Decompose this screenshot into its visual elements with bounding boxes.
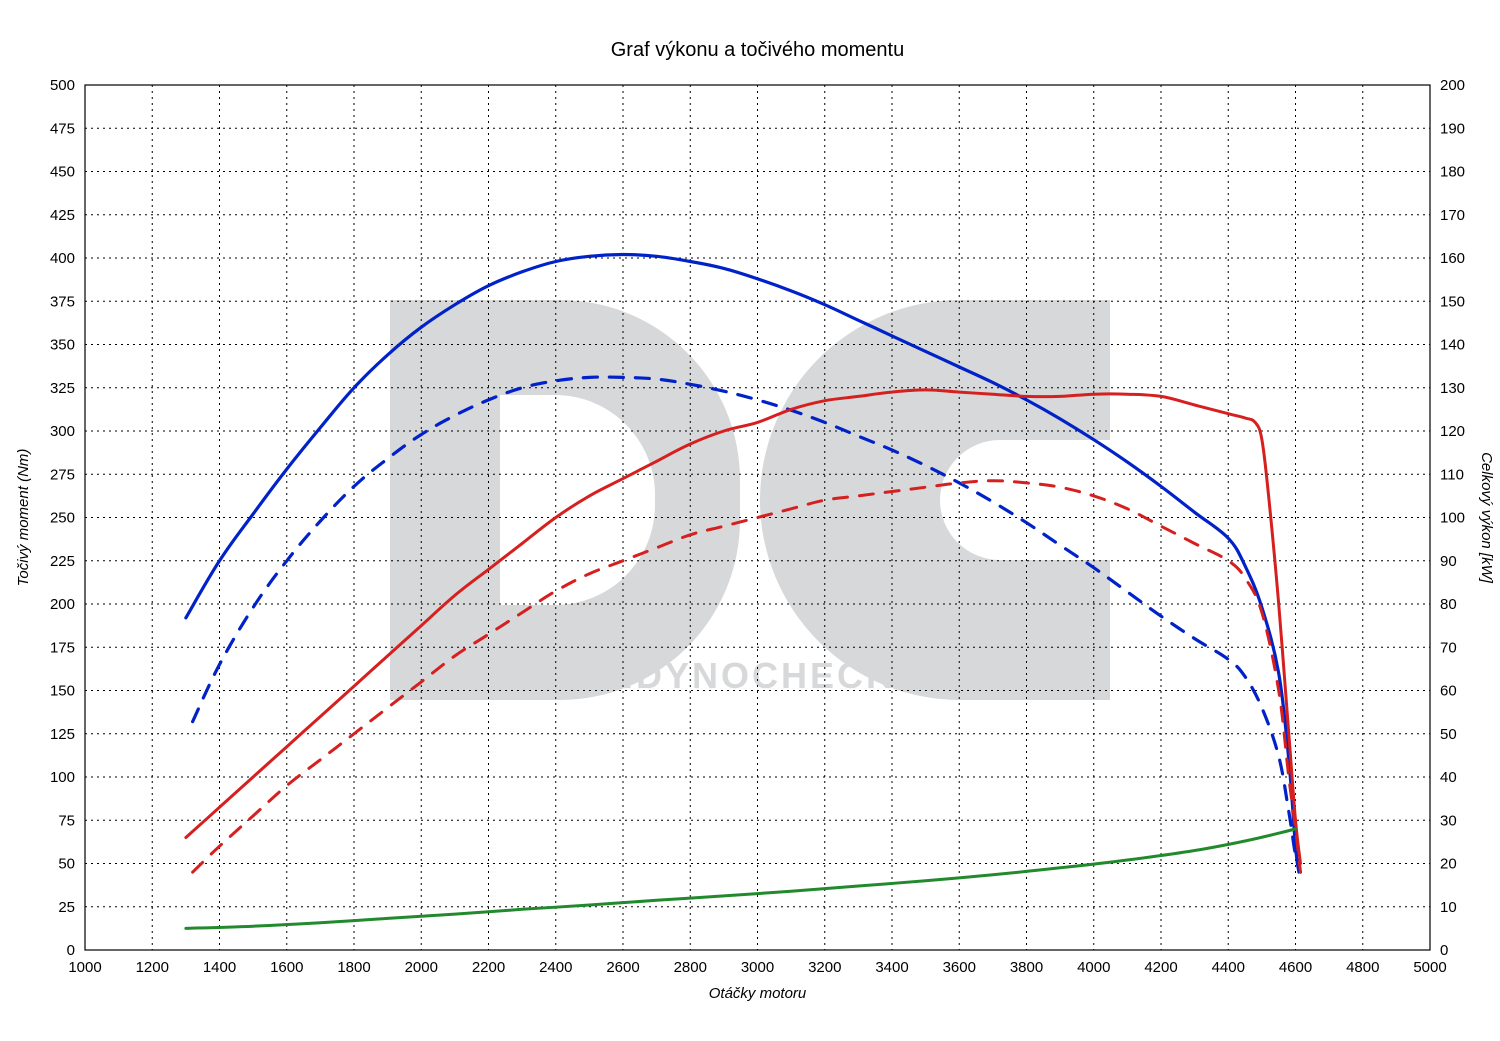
y-right-tick-label: 40: [1440, 769, 1457, 786]
y-left-tick-label: 25: [58, 899, 75, 916]
y-left-tick-label: 325: [50, 380, 75, 397]
y-left-tick-label: 350: [50, 337, 75, 354]
y-right-tick-label: 200: [1440, 77, 1465, 94]
dyno-chart: WWW.DYNOCHECK.COM10001200140016001800200…: [0, 0, 1500, 1041]
x-tick-label: 3600: [943, 959, 976, 976]
x-tick-label: 2600: [606, 959, 639, 976]
x-tick-label: 3800: [1010, 959, 1043, 976]
y-right-tick-label: 170: [1440, 207, 1465, 224]
y-left-tick-label: 175: [50, 639, 75, 656]
y-left-tick-label: 200: [50, 596, 75, 613]
x-tick-label: 1400: [203, 959, 236, 976]
y-left-axis-label: Točivý moment (Nm): [15, 449, 32, 587]
y-right-tick-label: 80: [1440, 596, 1457, 613]
x-tick-label: 1600: [270, 959, 303, 976]
y-left-tick-label: 100: [50, 769, 75, 786]
y-left-tick-label: 425: [50, 207, 75, 224]
y-right-tick-label: 50: [1440, 726, 1457, 743]
y-left-tick-label: 225: [50, 553, 75, 570]
y-left-tick-label: 450: [50, 164, 75, 181]
x-tick-label: 2000: [405, 959, 438, 976]
x-tick-label: 4400: [1212, 959, 1245, 976]
y-left-tick-label: 300: [50, 423, 75, 440]
y-right-tick-label: 120: [1440, 423, 1465, 440]
y-right-tick-label: 70: [1440, 639, 1457, 656]
y-right-tick-label: 150: [1440, 293, 1465, 310]
y-left-tick-label: 75: [58, 812, 75, 829]
y-right-tick-label: 20: [1440, 856, 1457, 873]
x-tick-label: 1800: [337, 959, 370, 976]
y-right-tick-label: 180: [1440, 164, 1465, 181]
chart-svg: WWW.DYNOCHECK.COM10001200140016001800200…: [0, 0, 1500, 1041]
y-left-tick-label: 50: [58, 856, 75, 873]
x-tick-label: 2800: [674, 959, 707, 976]
y-left-tick-label: 275: [50, 466, 75, 483]
y-right-tick-label: 30: [1440, 812, 1457, 829]
chart-title: Graf výkonu a točivého momentu: [611, 39, 904, 61]
y-right-tick-label: 140: [1440, 337, 1465, 354]
y-left-tick-label: 150: [50, 683, 75, 700]
y-right-tick-label: 110: [1440, 466, 1464, 483]
x-tick-label: 3400: [875, 959, 908, 976]
y-right-tick-label: 0: [1440, 942, 1448, 959]
x-tick-label: 2400: [539, 959, 572, 976]
y-left-tick-label: 250: [50, 510, 75, 527]
x-tick-label: 1200: [136, 959, 169, 976]
y-right-tick-label: 90: [1440, 553, 1457, 570]
y-left-tick-label: 375: [50, 293, 75, 310]
y-left-tick-label: 475: [50, 120, 75, 137]
y-right-tick-label: 60: [1440, 683, 1457, 700]
y-right-tick-label: 130: [1440, 380, 1465, 397]
y-left-tick-label: 500: [50, 77, 75, 94]
x-tick-label: 4800: [1346, 959, 1379, 976]
x-tick-label: 1000: [68, 959, 101, 976]
x-tick-label: 3200: [808, 959, 841, 976]
y-right-tick-label: 100: [1440, 510, 1465, 527]
y-right-tick-label: 10: [1440, 899, 1457, 916]
x-tick-label: 4600: [1279, 959, 1312, 976]
x-axis-label: Otáčky motoru: [709, 985, 807, 1002]
y-left-tick-label: 400: [50, 250, 75, 267]
y-left-tick-label: 0: [67, 942, 75, 959]
y-left-tick-label: 125: [50, 726, 75, 743]
y-right-axis-label: Celkový výkon [kW]: [1478, 452, 1495, 584]
y-right-tick-label: 160: [1440, 250, 1465, 267]
x-tick-label: 4000: [1077, 959, 1110, 976]
x-tick-label: 5000: [1413, 959, 1446, 976]
x-tick-label: 4200: [1144, 959, 1177, 976]
x-tick-label: 3000: [741, 959, 774, 976]
y-right-tick-label: 190: [1440, 120, 1465, 137]
x-tick-label: 2200: [472, 959, 505, 976]
